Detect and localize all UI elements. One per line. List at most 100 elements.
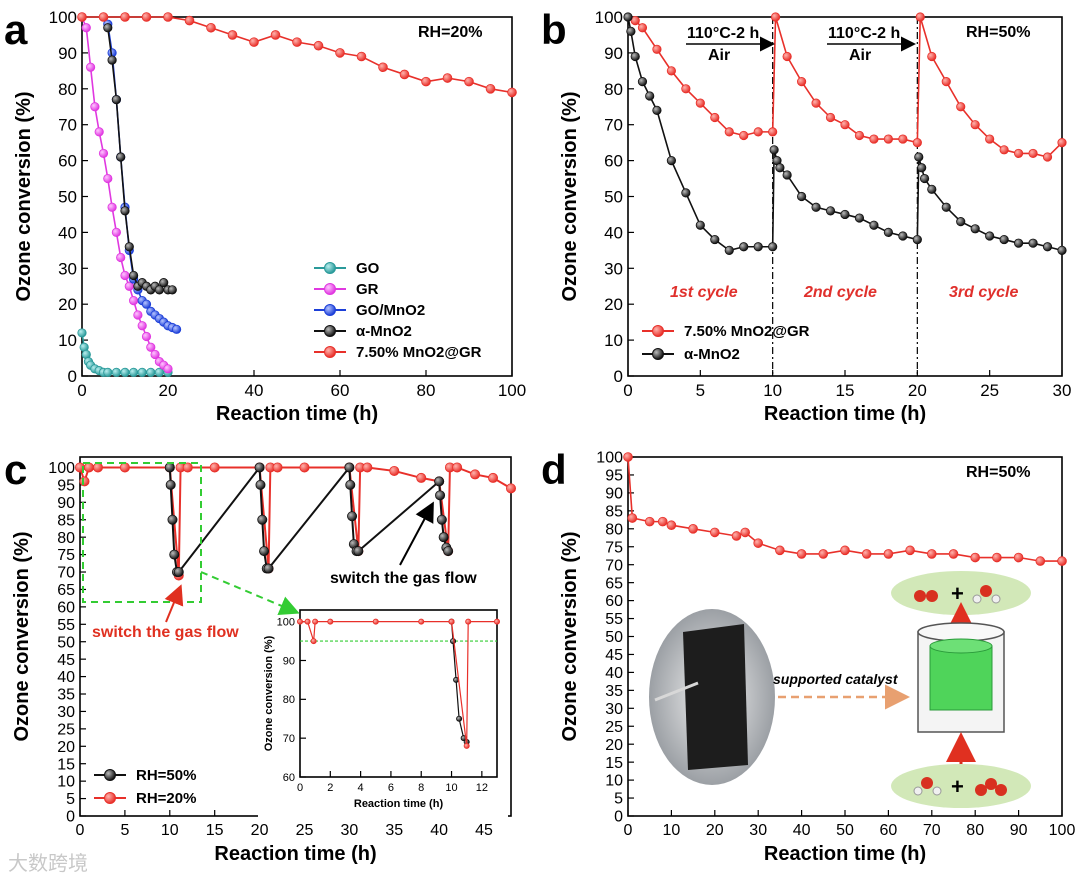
x-axis-label: Reaction time (h) <box>214 843 376 865</box>
data-point <box>914 152 924 162</box>
data-point <box>362 462 373 473</box>
x-tick-label: 20 <box>908 381 927 400</box>
data-point <box>165 479 176 490</box>
switch-gas-arrow-black <box>399 501 434 566</box>
data-point <box>992 552 1002 563</box>
y-tick-label: 20 <box>604 295 623 314</box>
panel-c-inset: 0 2 4 6 8 10 12 60 70 80 90 100 Reaction time (h) Ozo… <box>258 603 508 818</box>
legend-marker <box>324 283 336 295</box>
panel-d-chart: 0 10 20 30 40 50 60 70 80 90 100051015202530354045… <box>559 450 1075 865</box>
data-point <box>919 173 930 184</box>
data-point <box>782 51 792 62</box>
y-tick-label: 60 <box>604 152 623 171</box>
x-axis-label: Reaction time (h) <box>354 798 444 810</box>
data-point <box>164 462 175 473</box>
data-point <box>399 69 410 80</box>
switch-gas-label-red: switch the gas flow <box>92 624 239 641</box>
y-tick-label: 65 <box>605 575 623 592</box>
data-point <box>883 134 894 144</box>
data-point <box>304 618 311 625</box>
data-point <box>912 234 922 245</box>
data-point <box>159 278 169 288</box>
data-point <box>883 227 894 237</box>
x-tick-label: 60 <box>331 381 350 400</box>
data-point <box>120 367 130 378</box>
legend-marker <box>324 346 336 358</box>
legend-label: GR <box>356 281 379 298</box>
y-tick-label: 30 <box>605 701 623 718</box>
data-point <box>344 462 355 473</box>
y-tick-label: 70 <box>58 116 77 135</box>
y-tick-label: 55 <box>57 617 75 634</box>
x-tick-label: 4 <box>358 782 364 794</box>
data-point <box>681 188 691 198</box>
x-tick-label: 100 <box>498 381 526 400</box>
y-tick-label: 80 <box>604 80 623 99</box>
data-point <box>335 48 345 58</box>
y-tick-label: 40 <box>605 665 623 682</box>
catalyst-mesh-top <box>929 638 993 654</box>
x-tick-label: 5 <box>120 822 129 839</box>
data-point <box>120 206 130 216</box>
data-point <box>272 462 283 473</box>
data-point <box>270 30 281 40</box>
data-point <box>505 483 516 494</box>
regen-temp-2: 110°C-2 h <box>828 25 900 42</box>
y-tick-label: 70 <box>57 565 75 582</box>
data-point <box>356 51 367 62</box>
data-point <box>1013 552 1024 563</box>
x-tick-label: 35 <box>385 822 403 839</box>
x-tick-label: 15 <box>836 381 855 400</box>
panel-c-legend: RH=50% RH=20% <box>94 767 196 807</box>
data-point <box>782 170 792 180</box>
data-point <box>173 567 184 578</box>
data-point <box>107 202 117 212</box>
data-point <box>163 364 173 374</box>
data-point <box>769 145 779 155</box>
y-tick-label: 65 <box>57 582 75 599</box>
data-point <box>141 12 152 22</box>
data-point <box>438 532 449 543</box>
data-point <box>92 462 103 473</box>
y-tick-label: 90 <box>57 495 75 512</box>
y-tick-label: 40 <box>58 223 77 242</box>
x-tick-label: 2 <box>327 782 333 794</box>
x-tick-label: 6 <box>388 782 394 794</box>
product-ellipse <box>891 571 1031 615</box>
x-tick-label: 30 <box>749 822 767 839</box>
regen-gas-2: Air <box>849 47 871 64</box>
y-tick-label: 100 <box>48 460 75 477</box>
regen-temp-1: 110°C-2 h <box>687 25 759 42</box>
watermark: 大数跨境 <box>8 851 88 875</box>
data-point <box>347 511 358 522</box>
legend-label: GO/MnO2 <box>356 302 425 319</box>
data-point <box>389 465 400 476</box>
x-tick-label: 30 <box>340 822 358 839</box>
data-point <box>941 202 951 212</box>
data-point <box>775 545 785 556</box>
panel-a-rh-annotation: RH=20% <box>418 24 482 41</box>
data-point <box>257 514 268 525</box>
data-point <box>111 94 122 105</box>
data-point <box>710 234 720 245</box>
data-point <box>77 328 87 338</box>
data-point <box>695 220 705 230</box>
data-point <box>652 105 662 115</box>
y-tick-label: 45 <box>605 647 623 664</box>
reactor-top <box>917 622 1005 642</box>
data-point <box>840 209 850 220</box>
data-point <box>825 112 836 123</box>
data-point <box>645 91 655 101</box>
data-point <box>861 549 872 559</box>
y-tick-label: 80 <box>283 694 295 706</box>
data-point <box>116 152 126 162</box>
data-point <box>418 618 425 625</box>
data-point <box>1057 245 1067 255</box>
data-point <box>292 37 302 47</box>
data-point <box>825 206 836 216</box>
y-tick-label: 100 <box>49 8 77 27</box>
data-point <box>345 479 356 490</box>
y-tick-label: 75 <box>57 547 75 564</box>
data-point <box>310 638 317 645</box>
data-point <box>141 331 152 342</box>
